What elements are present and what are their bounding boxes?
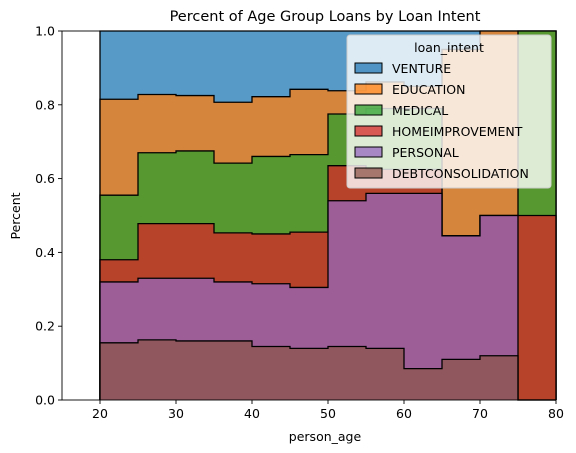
legend-swatch-homeimprovement — [354, 125, 383, 137]
legend-label-personal: PERSONAL — [392, 145, 459, 160]
legend-title: loan_intent — [414, 40, 484, 55]
legend-swatch-venture — [354, 62, 383, 74]
bar-debtconsolidation-65 — [442, 359, 480, 400]
step-outline-personal — [99, 192, 556, 401]
bar-debtconsolidation-25 — [138, 339, 176, 400]
bar-debtconsolidation-20 — [100, 342, 138, 400]
x-tick-label-80: 80 — [548, 406, 564, 421]
y-tick-label-0.0: 0.0 — [35, 393, 55, 408]
step-outline-debtconsolidation — [99, 339, 556, 401]
axes: 20 30 40 50 60 70 80 0.0 0.2 0.4 0.6 0.8 1.0 — [35, 24, 564, 422]
legend-label-medical: MEDICAL — [392, 103, 448, 118]
x-tick-label-60: 60 — [396, 406, 412, 421]
bar-homeimprovement-75 — [518, 215, 556, 400]
legend-swatch-medical — [354, 104, 383, 116]
bar-debtconsolidation-40 — [252, 346, 290, 400]
legend-label-venture: VENTURE — [392, 61, 451, 76]
bar-debtconsolidation-45 — [290, 348, 328, 400]
bar-debtconsolidation-55 — [366, 348, 404, 400]
legend: loan_intent VENTURE EDUCATION MEDICAL HOMEI… — [346, 34, 552, 189]
y-tick-label-0.6: 0.6 — [35, 171, 55, 186]
y-tick-label-0.4: 0.4 — [35, 245, 55, 260]
plot-area — [99, 30, 557, 401]
legend-label-debtconsolidation: DEBTCONSOLIDATION — [392, 166, 529, 181]
legend-swatch-personal — [354, 146, 383, 158]
y-tick-label-1.0: 1.0 — [35, 24, 55, 39]
x-tick-label-50: 50 — [320, 406, 336, 421]
bar-debtconsolidation-50 — [328, 346, 366, 400]
legend-swatch-debtconsolidation — [354, 167, 383, 179]
x-tick-label-20: 20 — [92, 406, 108, 421]
series-debtconsolidation — [99, 339, 556, 401]
legend-label-education: EDUCATION — [392, 82, 466, 97]
y-axis-label: Percent — [8, 192, 23, 239]
bar-debtconsolidation-60 — [404, 368, 442, 400]
x-tick-label-70: 70 — [472, 406, 488, 421]
y-tick-label-0.8: 0.8 — [35, 97, 55, 112]
axes-frame — [61, 30, 557, 401]
bar-debtconsolidation-30 — [176, 340, 214, 400]
x-tick-label-40: 40 — [244, 406, 260, 421]
legend-swatch-education — [354, 83, 383, 95]
bar-debtconsolidation-70 — [480, 355, 518, 400]
legend-label-homeimprovement: HOMEIMPROVEMENT — [392, 124, 523, 139]
x-tick-label-30: 30 — [168, 406, 184, 421]
y-tick-label-0.2: 0.2 — [35, 319, 55, 334]
bar-debtconsolidation-35 — [214, 340, 252, 400]
legend-items: VENTURE EDUCATION MEDICAL HOMEIMPROVEMENT PE… — [354, 61, 529, 181]
x-axis-label: person_age — [289, 429, 362, 444]
bar-personal-60 — [404, 193, 442, 400]
legend-frame — [346, 34, 552, 189]
chart-title: Percent of Age Group Loans by Loan Inten… — [170, 9, 481, 25]
